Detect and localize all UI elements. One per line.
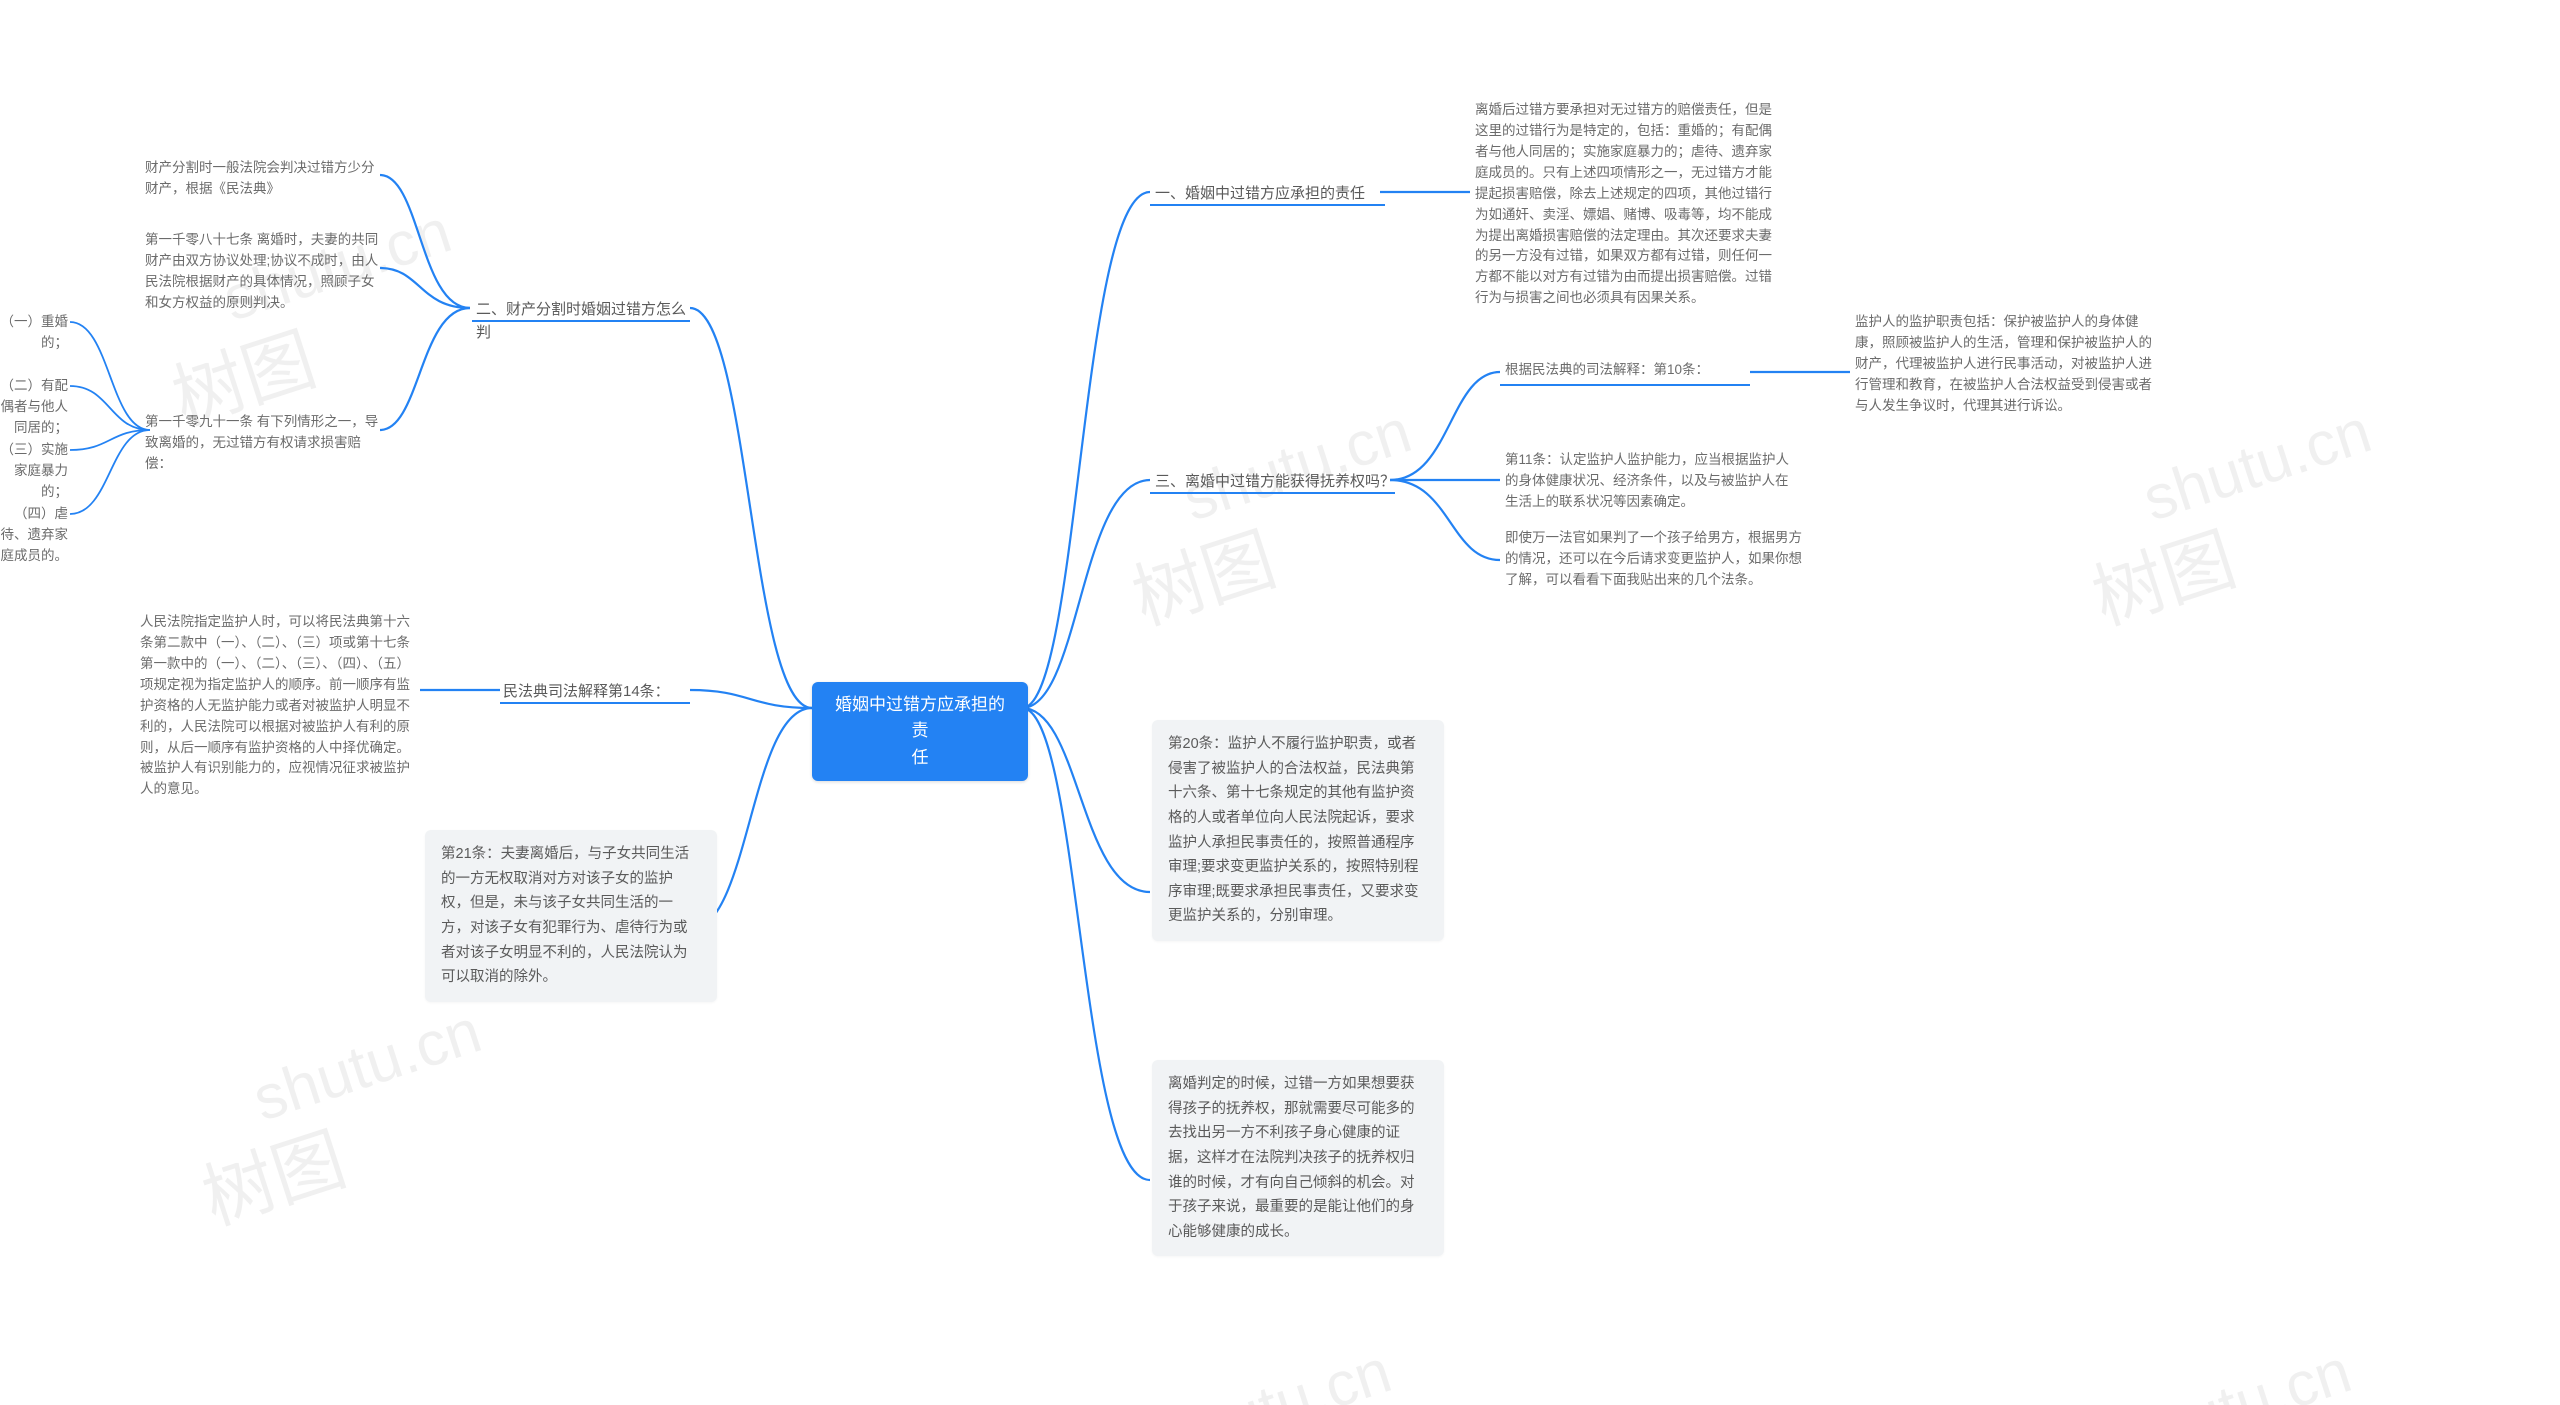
branch-2-l3-item-4: （四）虐待、遗弃家庭成员的。 <box>0 504 68 567</box>
branch-3-l3: 即使万一法官如果判了一个孩子给男方，根据男方的情况，还可以在今后请求变更监护人，… <box>1505 528 1805 591</box>
branch-2-l1: 财产分割时一般法院会判决过错方少分财产，根据《民法典》 <box>145 158 380 200</box>
branch-3-l1-label: 根据民法典的司法解释：第10条： <box>1505 360 1750 381</box>
branch-3-l1-text: 监护人的监护职责包括：保护被监护人的身体健康，照顾被监护人的生活，管理和保护被监… <box>1855 312 2165 417</box>
branch-3-l2: 第11条：认定监护人监护能力，应当根据监护人的身体健康状况、经济条件，以及与被监… <box>1505 450 1800 513</box>
branch-1-text: 离婚后过错方要承担对无过错方的赔偿责任，但是这里的过错行为是特定的，包括：重婚的… <box>1475 100 1775 309</box>
right-card-2: 离婚判定的时候，过错一方如果想要获得孩子的抚养权，那就需要尽可能多的去找出另一方… <box>1152 1060 1444 1256</box>
branch-4-title: 民法典司法解释第14条： <box>503 676 693 707</box>
branch-2-title: 二、财产分割时婚姻过错方怎么判 <box>476 294 691 349</box>
branch-2-l3-label: 第一千零九十一条 有下列情形之一，导致离婚的，无过错方有权请求损害赔偿： <box>145 412 380 475</box>
left-card: 第21条：夫妻离婚后，与子女共同生活的一方无权取消对方对该子女的监护权，但是，未… <box>425 830 717 1002</box>
branch-4-text: 人民法院指定监护人时，可以将民法典第十六条第二款中（一）、（二）、（三）项或第十… <box>140 612 420 800</box>
branch-2-l3-item-1: （一）重婚的； <box>0 312 68 354</box>
branch-1-title: 一、婚姻中过错方应承担的责任 <box>1155 178 1385 209</box>
root-node: 婚姻中过错方应承担的责 任 <box>812 682 1028 781</box>
right-card-1: 第20条：监护人不履行监护职责，或者侵害了被监护人的合法权益，民法典第十六条、第… <box>1152 720 1444 941</box>
branch-2-l2: 第一千零八十七条 离婚时，夫妻的共同财产由双方协议处理;协议不成时，由人民法院根… <box>145 230 380 314</box>
branch-2-l3-item-2: （二）有配偶者与他人同居的； <box>0 376 68 439</box>
branch-2-l3-item-3: （三）实施家庭暴力的； <box>0 440 68 503</box>
branch-3-title: 三、离婚中过错方能获得抚养权吗？ <box>1155 466 1395 497</box>
mindmap-canvas: 树图 shutu.cn 树图 shutu.cn 树图 shutu.cn 树图 s… <box>0 0 2560 1405</box>
